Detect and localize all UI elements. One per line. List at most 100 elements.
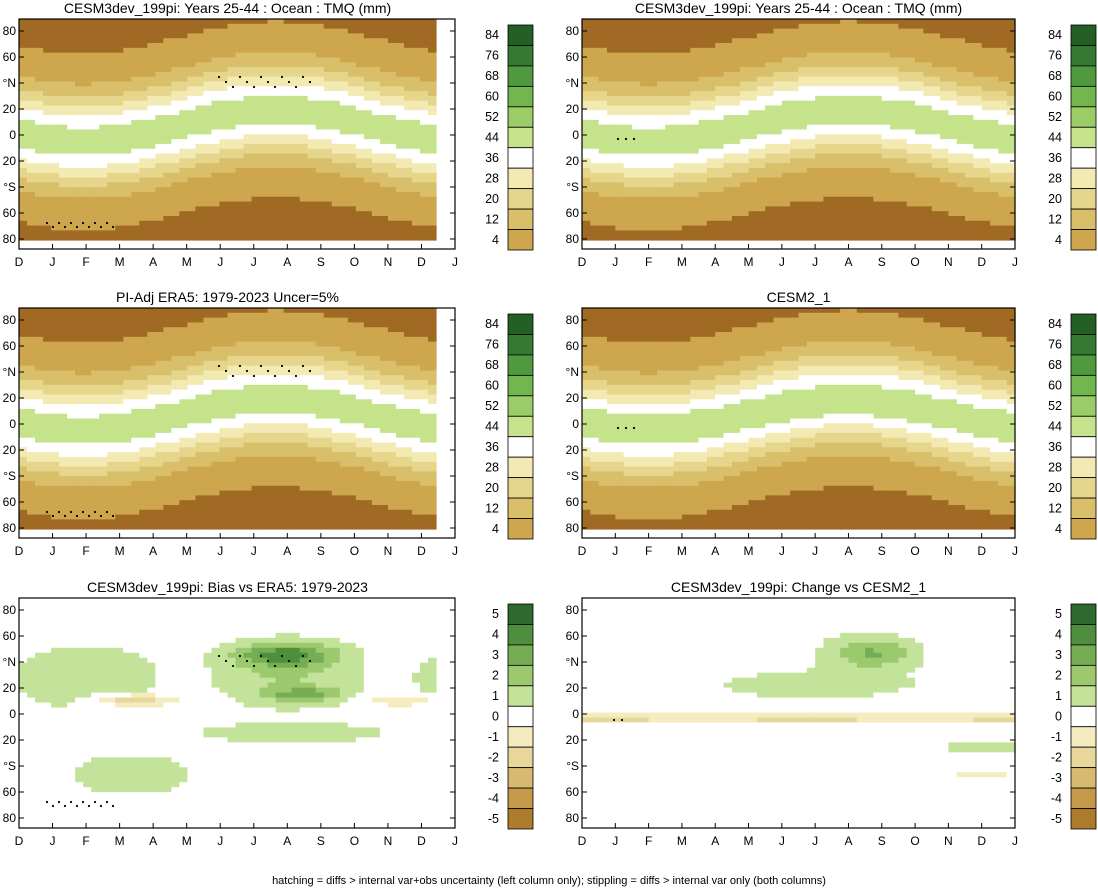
- field-cell: [203, 95, 213, 102]
- field-cell: [931, 67, 941, 73]
- field-cell: [83, 71, 92, 78]
- field-cell: [898, 105, 908, 111]
- field-cell: [915, 134, 925, 140]
- field-cell: [283, 91, 293, 97]
- field-cell: [315, 191, 325, 198]
- field-cell: [865, 124, 875, 131]
- field-cell: [973, 225, 983, 231]
- field-cell: [227, 91, 237, 97]
- field-cell: [307, 86, 317, 92]
- field-cell: [155, 163, 164, 169]
- field-cell: [615, 163, 625, 169]
- field-cell: [387, 95, 397, 102]
- field-cell: [235, 139, 245, 145]
- field-cell: [163, 95, 172, 102]
- field-cell: [259, 43, 269, 49]
- field-cell: [590, 43, 600, 49]
- field-cell: [75, 211, 84, 217]
- field-cell: [115, 153, 124, 159]
- field-cell: [940, 182, 949, 188]
- field-cell: [981, 153, 991, 159]
- field-cell: [923, 215, 933, 222]
- field-cell: [131, 148, 140, 155]
- field-cell: [379, 67, 389, 73]
- field-cell: [948, 187, 958, 193]
- field-cell: [790, 129, 800, 135]
- field-cell: [339, 182, 349, 188]
- field-cell: [403, 182, 413, 188]
- field-cell: [419, 124, 429, 131]
- field-cell: [19, 148, 28, 155]
- field-cell: [147, 76, 156, 83]
- field-cells: [582, 19, 1016, 241]
- field-cell: [990, 124, 999, 131]
- field-cell: [211, 235, 221, 241]
- field-cell: [956, 129, 966, 135]
- field-cell: [915, 43, 925, 49]
- field-cell: [75, 110, 84, 116]
- field-cell: [163, 62, 172, 68]
- field-cell: [147, 119, 156, 126]
- field-cell: [823, 153, 833, 159]
- field-cell: [171, 225, 180, 231]
- field-cell: [107, 182, 116, 188]
- field-cell: [856, 105, 866, 111]
- field-cell: [19, 139, 28, 145]
- field-cell: [123, 119, 132, 126]
- field-cell: [299, 33, 309, 39]
- field-cell: [51, 52, 60, 59]
- field-cell: [582, 129, 591, 135]
- field-cell: [163, 158, 172, 164]
- field-cell: [387, 124, 397, 131]
- field-cell: [187, 76, 197, 83]
- field-cell: [395, 47, 405, 54]
- field-cell: [615, 119, 625, 126]
- field-cell: [656, 57, 666, 63]
- field-cell: [91, 129, 100, 135]
- field-cell: [981, 187, 991, 193]
- field-cell: [235, 71, 245, 78]
- field-cell: [195, 23, 205, 30]
- field-cell: [998, 225, 1008, 231]
- field-cell: [291, 211, 301, 217]
- field-cell: [131, 95, 140, 102]
- field-cell: [865, 71, 875, 78]
- field-cell: [806, 172, 816, 179]
- field-cell: [51, 62, 60, 68]
- field-cell: [363, 211, 373, 217]
- field-cell: [195, 19, 205, 25]
- field-cell: [203, 225, 213, 231]
- field-cell: [740, 23, 750, 30]
- colorbar-label: 36: [485, 151, 499, 165]
- field-cell: [640, 86, 650, 92]
- field-cell: [990, 220, 999, 227]
- field-cell: [59, 187, 68, 193]
- field-cell: [283, 129, 293, 135]
- field-cell: [915, 201, 925, 207]
- field-cell: [51, 76, 60, 83]
- field-cell: [83, 38, 92, 44]
- field-cell: [973, 28, 983, 35]
- field-cell: [931, 148, 941, 155]
- field-cell: [656, 191, 666, 198]
- field-cell: [873, 167, 883, 174]
- field-cell: [67, 187, 76, 193]
- field-cell: [965, 187, 974, 193]
- field-cell: [275, 95, 285, 102]
- field-cell: [427, 220, 437, 227]
- field-cell: [91, 95, 100, 102]
- field-cell: [873, 47, 883, 54]
- field-cell: [315, 211, 325, 217]
- field-cell: [915, 57, 925, 63]
- colorbar-swatch: [1070, 147, 1097, 169]
- field-cell: [923, 19, 933, 25]
- field-cell: [339, 139, 349, 145]
- field-cell: [363, 134, 373, 140]
- field-cell: [187, 139, 197, 145]
- field-cell: [91, 105, 100, 111]
- field-cell: [91, 167, 100, 174]
- field-cell: [395, 71, 405, 78]
- field-cell: [299, 95, 309, 102]
- field-cell: [43, 134, 52, 140]
- field-cell: [1006, 76, 1016, 83]
